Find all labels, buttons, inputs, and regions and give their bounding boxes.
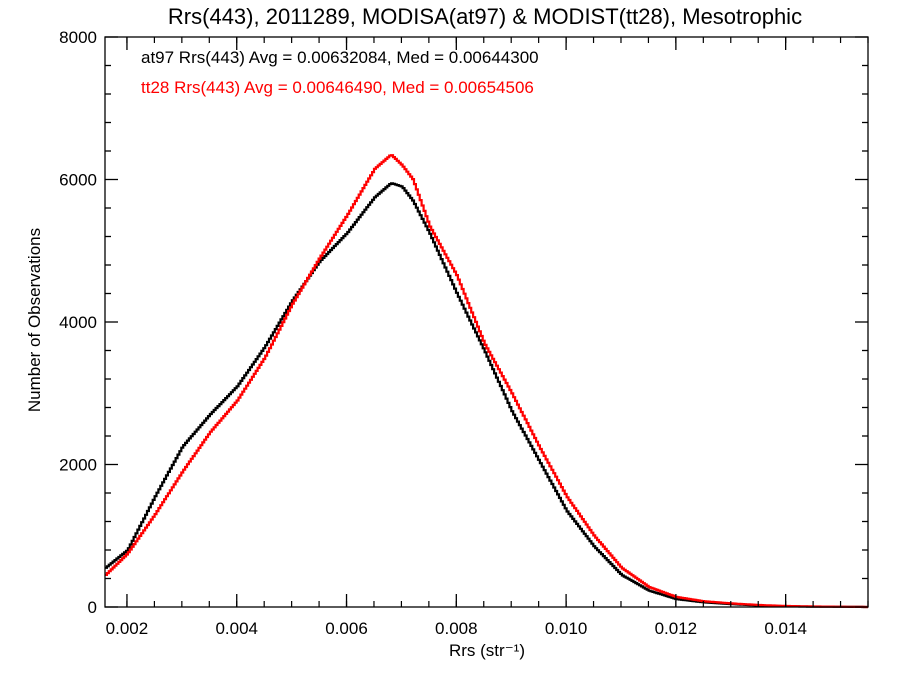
x-tick-label: 0.006 (325, 619, 368, 638)
series-tt28-stats: tt28 Rrs(443) Avg = 0.00646490, Med = 0.… (141, 78, 534, 97)
x-tick-label: 0.014 (764, 619, 807, 638)
y-axis-label: Number of Observations (25, 228, 44, 412)
plot-area (105, 154, 868, 609)
series-line-tt28 (105, 154, 868, 609)
x-tick-label: 0.004 (215, 619, 258, 638)
x-axis-label: Rrs (str⁻¹) (449, 641, 525, 660)
series-line-at97 (105, 182, 868, 609)
y-tick-label: 4000 (59, 313, 97, 332)
y-tick-label: 6000 (59, 171, 97, 190)
y-tick-label: 0 (88, 598, 97, 617)
x-tick-label: 0.010 (545, 619, 588, 638)
series-at97-stats: at97 Rrs(443) Avg = 0.00632084, Med = 0.… (141, 48, 539, 67)
x-tick-label: 0.002 (106, 619, 149, 638)
plot-frame (104, 36, 869, 608)
x-tick-label: 0.012 (655, 619, 698, 638)
y-tick-label: 8000 (59, 28, 97, 47)
x-tick-label: 0.008 (435, 619, 478, 638)
chart-title: Rrs(443), 2011289, MODISA(at97) & MODIST… (168, 4, 802, 29)
axes: 0.002 0.004 0.006 0.008 0.010 0.012 0.014 0 2000… (59, 28, 869, 638)
y-tick-label: 2000 (59, 456, 97, 475)
